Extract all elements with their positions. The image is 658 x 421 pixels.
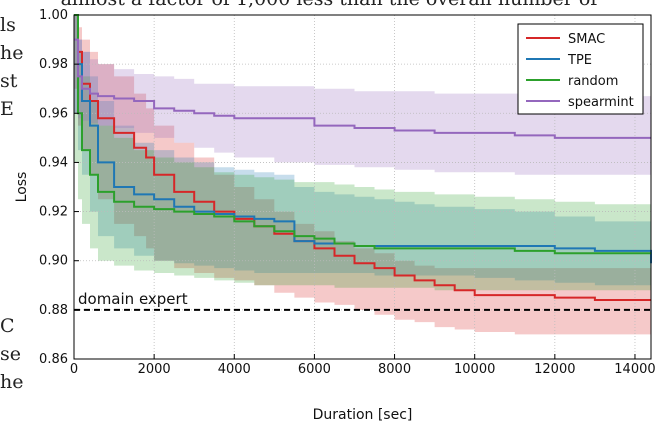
y-tick-label: 0.94	[39, 155, 68, 170]
y-tick-label: 1.00	[39, 8, 68, 23]
legend-label-TPE: TPE	[567, 53, 592, 68]
y-axis-label: Loss	[14, 172, 30, 203]
bg-left-fragment: he	[0, 42, 24, 64]
plot-frame	[73, 14, 652, 360]
band-random	[74, 15, 651, 291]
y-tick-label: 0.90	[39, 254, 68, 269]
x-tick-label: 14000	[614, 362, 655, 377]
legend-label-random: random	[568, 74, 618, 89]
y-tick-label: 0.86	[39, 352, 68, 367]
axis-ticks: 0 2000 4000 6000 8000 10000 12000 14000 0.86 0.88…	[39, 8, 656, 377]
legend: SMAC TPE random spearmint	[517, 23, 644, 115]
bg-left-fragment: st	[0, 70, 18, 92]
bg-left-fragment: C	[0, 315, 15, 337]
x-tick-label: 2000	[138, 362, 171, 377]
annotation-layer: domain expert	[74, 290, 651, 311]
x-axis-label: Duration [sec]	[313, 407, 413, 421]
legend-label-SMAC: SMAC	[568, 32, 605, 47]
y-tick-label: 0.92	[39, 205, 68, 220]
y-tick-label: 0.98	[39, 57, 68, 72]
bg-left-fragment: E	[0, 98, 14, 120]
band-TPE	[74, 15, 651, 286]
x-tick-label: 10000	[454, 362, 495, 377]
series-lines	[74, 14, 652, 301]
x-tick-label: 12000	[534, 362, 575, 377]
legend-label-spearmint: spearmint	[568, 95, 634, 110]
x-tick-label: 8000	[378, 362, 411, 377]
bg-left-fragment: se	[0, 343, 21, 365]
x-tick-label: 4000	[218, 362, 251, 377]
band-spearmint	[74, 15, 651, 175]
domain-expert-label: domain expert	[78, 290, 188, 308]
x-tick-label: 6000	[298, 362, 331, 377]
series-line-spearmint	[74, 38, 651, 139]
series-line-TPE	[74, 14, 652, 264]
y-tick-label: 0.96	[39, 106, 68, 121]
bg-left-fragment: he	[0, 371, 24, 393]
x-tick-label: 0	[70, 362, 78, 377]
y-tick-label: 0.88	[39, 303, 68, 318]
bg-text-top: almost a factor of 1,000 less than the o…	[0, 0, 658, 10]
series-line-random	[74, 14, 651, 255]
confidence-bands	[74, 15, 651, 359]
bg-left-fragment: ls	[0, 14, 16, 36]
band-SMAC	[74, 15, 651, 335]
